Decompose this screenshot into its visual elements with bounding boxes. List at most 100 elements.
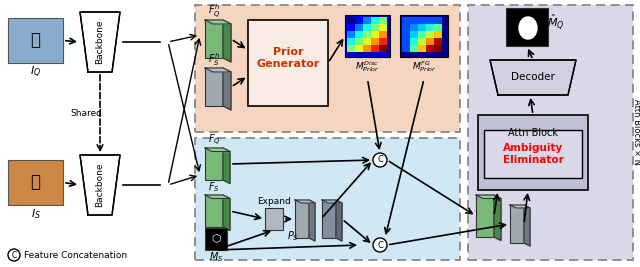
Text: Decoder: Decoder [511, 73, 555, 83]
Polygon shape [524, 205, 530, 246]
Bar [205, 228, 227, 250]
Bar [195, 5, 460, 132]
Bar [8, 160, 63, 205]
Polygon shape [223, 195, 230, 230]
Polygon shape [336, 200, 342, 241]
Text: C: C [377, 155, 383, 164]
Bar [434, 45, 442, 52]
Bar [402, 31, 410, 38]
Bar [363, 38, 371, 45]
Bar [418, 17, 426, 24]
Bar [484, 130, 582, 178]
Polygon shape [295, 200, 315, 203]
Circle shape [373, 153, 387, 167]
Bar [347, 45, 355, 52]
Bar [379, 24, 387, 31]
Text: Backbone: Backbone [95, 163, 104, 207]
Polygon shape [309, 200, 315, 241]
Polygon shape [205, 195, 230, 198]
Bar [371, 24, 379, 31]
Text: $M^{Disc}_{Prior}$: $M^{Disc}_{Prior}$ [355, 60, 380, 74]
Polygon shape [205, 20, 231, 24]
Bar [355, 38, 363, 45]
Polygon shape [510, 205, 530, 208]
Bar [434, 31, 442, 38]
Bar [410, 45, 418, 52]
Text: Attn Block: Attn Block [508, 128, 558, 138]
Text: Shared: Shared [70, 109, 102, 118]
Circle shape [8, 249, 20, 261]
Polygon shape [80, 155, 120, 215]
Polygon shape [490, 60, 576, 95]
Bar [363, 17, 371, 24]
Bar [363, 31, 371, 38]
Bar [426, 38, 434, 45]
Polygon shape [223, 68, 231, 110]
Bar [371, 31, 379, 38]
Polygon shape [205, 148, 230, 151]
Bar [347, 24, 355, 31]
Text: $P_S$: $P_S$ [287, 229, 299, 243]
Text: $F_S$: $F_S$ [208, 180, 220, 194]
Bar [195, 138, 460, 260]
Text: Feature Concatenation: Feature Concatenation [24, 250, 127, 260]
Bar [363, 24, 371, 31]
Bar [371, 45, 379, 52]
Text: C: C [377, 241, 383, 249]
Bar [363, 45, 371, 52]
Bar [506, 8, 548, 46]
Bar [510, 205, 524, 243]
Bar [347, 31, 355, 38]
Bar [476, 195, 494, 237]
Polygon shape [476, 195, 501, 198]
Bar [355, 24, 363, 31]
Polygon shape [80, 12, 120, 72]
Bar [426, 24, 434, 31]
Bar [478, 115, 588, 190]
Polygon shape [223, 20, 231, 62]
Bar [426, 45, 434, 52]
Bar [410, 24, 418, 31]
Bar [400, 15, 448, 57]
Text: Expand: Expand [257, 198, 291, 206]
Bar [402, 17, 410, 24]
Text: $I_Q$: $I_Q$ [30, 64, 41, 80]
Bar [426, 31, 434, 38]
Bar [205, 195, 223, 227]
Text: $I_S$: $I_S$ [31, 207, 40, 221]
Bar [355, 31, 363, 38]
Bar [410, 31, 418, 38]
Text: 🏳: 🏳 [31, 174, 40, 191]
Polygon shape [494, 195, 501, 241]
Bar [371, 17, 379, 24]
Bar [322, 200, 336, 238]
Ellipse shape [519, 17, 537, 39]
Text: $F_Q$: $F_Q$ [207, 132, 220, 148]
Bar [418, 38, 426, 45]
Text: Backbone: Backbone [95, 20, 104, 64]
Bar [434, 38, 442, 45]
Bar [418, 31, 426, 38]
Bar [402, 24, 410, 31]
Polygon shape [205, 68, 231, 72]
Bar [371, 38, 379, 45]
Bar [468, 5, 633, 260]
Text: ⬡: ⬡ [211, 234, 221, 244]
Bar [355, 45, 363, 52]
Text: Prior
Generator: Prior Generator [256, 47, 320, 69]
Bar [205, 148, 223, 180]
Text: $M_S$: $M_S$ [209, 250, 223, 264]
Bar [402, 38, 410, 45]
Bar [265, 208, 283, 230]
Bar [410, 17, 418, 24]
Bar [205, 68, 223, 106]
Bar [434, 17, 442, 24]
Text: Ambiguity
Eliminator: Ambiguity Eliminator [502, 143, 563, 165]
Bar [426, 17, 434, 24]
Text: $M^{FG}_{Prior}$: $M^{FG}_{Prior}$ [412, 60, 436, 74]
Bar [379, 38, 387, 45]
Text: $F_S^h$: $F_S^h$ [208, 52, 220, 68]
Bar [248, 20, 328, 106]
Polygon shape [223, 148, 230, 183]
Bar [347, 17, 355, 24]
